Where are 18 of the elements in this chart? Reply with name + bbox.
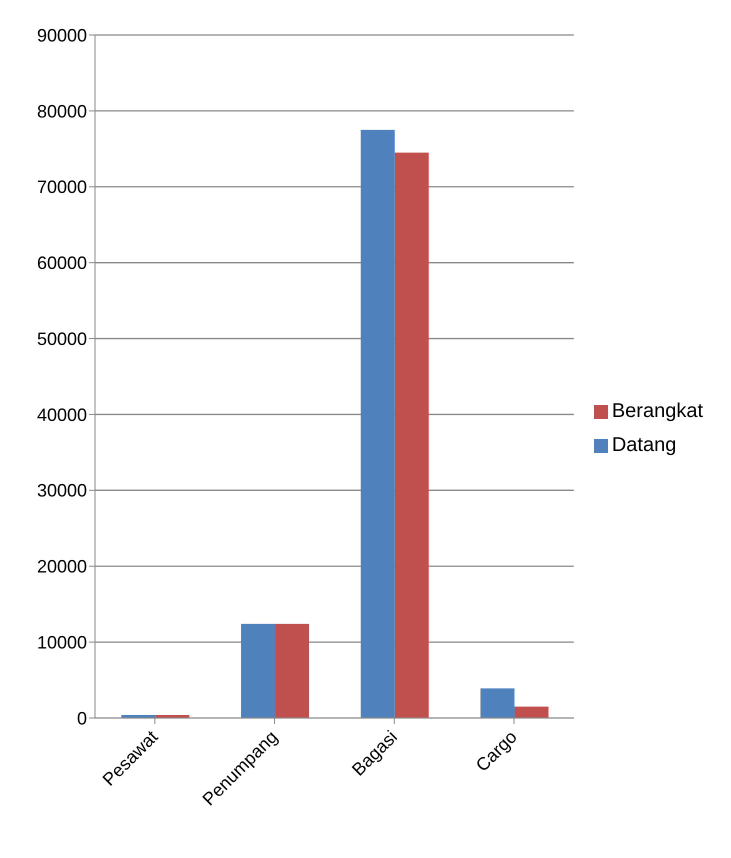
y-tick-label: 80000 (36, 101, 87, 122)
y-tick-label: 50000 (36, 328, 87, 349)
y-tick-label: 30000 (36, 480, 87, 501)
bar (360, 130, 395, 718)
y-tick-label: 20000 (36, 556, 87, 577)
y-tick-label: 90000 (36, 25, 87, 46)
bar (480, 688, 514, 718)
bar (514, 706, 548, 718)
y-tick-label: 70000 (36, 177, 87, 198)
y-tick-label: 40000 (36, 404, 87, 425)
y-tick-label: 0 (76, 708, 87, 728)
bar (241, 624, 276, 718)
legend-label: Datang (612, 434, 676, 456)
y-tick-label: 60000 (36, 253, 87, 274)
bar (394, 152, 429, 718)
y-tick-label: 10000 (36, 632, 87, 652)
bar (275, 624, 310, 718)
legend-label: Berangkat (612, 400, 703, 422)
